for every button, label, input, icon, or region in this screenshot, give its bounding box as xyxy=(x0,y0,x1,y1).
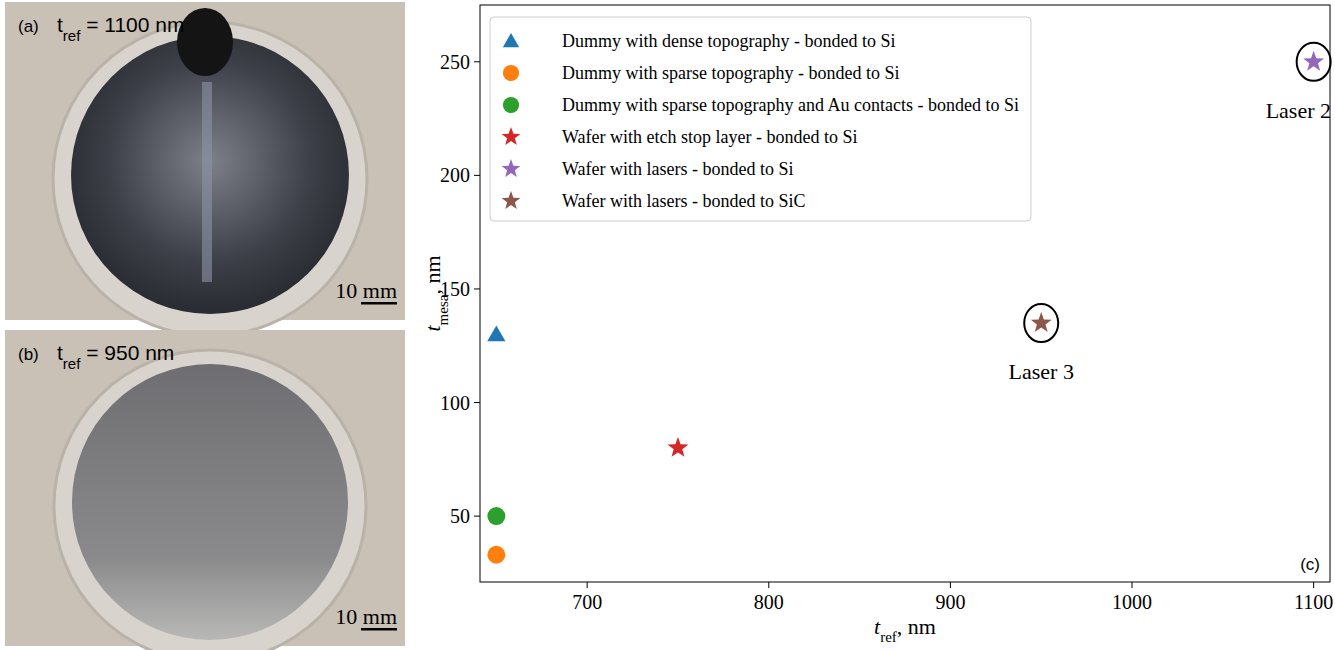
x-tick xyxy=(950,582,951,588)
annotation-circle xyxy=(1297,43,1331,81)
scale-bar-label: 10 mm xyxy=(335,278,397,303)
panel-letter: (b) xyxy=(18,345,39,364)
legend-label: Wafer with etch stop layer - bonded to S… xyxy=(562,127,857,147)
y-tick xyxy=(474,516,480,517)
text-part: ref xyxy=(880,629,897,645)
y-tick-label: 250 xyxy=(440,51,470,73)
y-tick-label: 100 xyxy=(440,392,470,414)
legend-marker xyxy=(502,159,521,177)
legend: Dummy with dense topography - bonded to … xyxy=(490,17,1031,221)
point xyxy=(487,546,505,564)
text-part: , nm xyxy=(420,255,445,294)
scale-bar xyxy=(361,628,397,631)
wafer xyxy=(72,364,348,640)
y-tick xyxy=(474,402,480,403)
point xyxy=(668,437,689,457)
x-tick-label: 800 xyxy=(754,591,784,613)
wafer xyxy=(71,36,349,314)
tweezers xyxy=(177,8,233,76)
legend-label: Dummy with dense topography - bonded to … xyxy=(562,31,895,51)
y-tick xyxy=(474,61,480,62)
legend-marker xyxy=(502,191,521,209)
y-tick xyxy=(474,175,480,176)
annotation-label: Laser 3 xyxy=(1009,359,1074,384)
text-part: ref xyxy=(63,355,81,372)
point xyxy=(487,325,505,341)
legend-label: Wafer with lasers - bonded to SiC xyxy=(562,191,806,211)
y-tick-label: 50 xyxy=(450,505,470,527)
annotations: Laser 2 Laser 3 xyxy=(1009,43,1331,384)
panel-letter: (a) xyxy=(18,17,39,36)
photo-panel: (b) tref = 950 nm 10 mm xyxy=(5,330,405,650)
x-tick xyxy=(768,582,769,588)
x-tick-label: 1100 xyxy=(1294,591,1333,613)
plot-area xyxy=(480,5,1330,582)
text-part: ref xyxy=(63,27,81,44)
legend-box xyxy=(490,17,1031,221)
annotation-circle xyxy=(1024,304,1058,342)
point xyxy=(487,507,505,525)
y-tick-label: 200 xyxy=(440,164,470,186)
legend-marker xyxy=(503,33,519,47)
reflection xyxy=(202,82,212,282)
x-tick-label: 900 xyxy=(935,591,965,613)
x-tick-label: 1000 xyxy=(1112,591,1152,613)
y-tick xyxy=(474,288,480,289)
text-part: = 950 nm xyxy=(80,341,174,364)
scale-bar xyxy=(361,302,397,305)
figure: (a) tref = 1100 nm 10 mm (b) tref = 950 nm 10… xyxy=(0,0,1335,650)
annotation-label: Laser 2 xyxy=(1266,98,1331,123)
legend-marker xyxy=(503,65,519,81)
legend-label: Dummy with sparse topography and Au cont… xyxy=(562,95,1019,115)
photo-label: tref = 950 nm xyxy=(57,341,174,372)
text-part: mesa xyxy=(435,294,451,325)
text-part: , nm xyxy=(897,614,936,639)
x-tick xyxy=(587,582,588,588)
legend-label: Dummy with sparse topography - bonded to… xyxy=(562,63,899,83)
x-tick xyxy=(1313,582,1314,588)
wafer-holder xyxy=(54,350,366,650)
x-tick xyxy=(1132,582,1133,588)
y-axis-title: tmesa, nm xyxy=(420,255,451,331)
x-tick-label: 700 xyxy=(572,591,602,613)
photo-panel: (a) tref = 1100 nm 10 mm xyxy=(5,2,405,336)
plot-frame xyxy=(480,5,1330,582)
legend-marker xyxy=(502,127,521,145)
legend-label: Wafer with lasers - bonded to Si xyxy=(562,159,794,179)
text-part: = 1100 nm xyxy=(80,13,184,36)
point xyxy=(1303,51,1324,71)
x-axis-title: tref, nm xyxy=(874,614,936,645)
panel-letter: (c) xyxy=(1300,555,1320,574)
scale-bar-label: 10 mm xyxy=(335,604,397,629)
axes: 7008009001000110050100150200250tref, nmt… xyxy=(420,5,1333,645)
photo-label: tref = 1100 nm xyxy=(57,13,184,44)
point xyxy=(1031,312,1052,332)
legend-marker xyxy=(503,97,519,113)
